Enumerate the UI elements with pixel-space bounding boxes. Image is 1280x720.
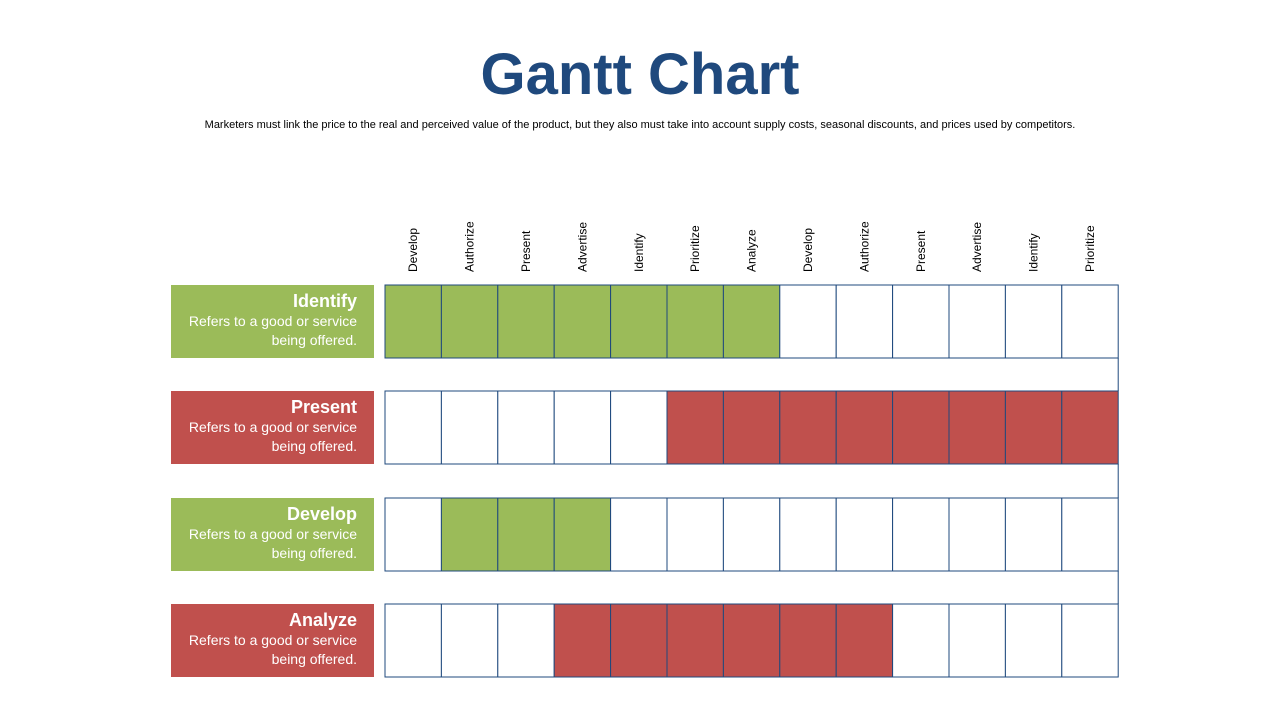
- gantt-bar-cell: [553, 497, 612, 572]
- column-header-label: Prioritize: [1083, 225, 1097, 272]
- gantt-bar-cell: [384, 284, 442, 359]
- gantt-bar-cell: [722, 603, 781, 678]
- page-title: Gantt Chart: [480, 42, 800, 107]
- gantt-empty-cell: [892, 497, 950, 572]
- gantt-empty-cell: [497, 390, 555, 465]
- gantt-bar-cell: [779, 390, 837, 465]
- gantt-empty-cell: [440, 603, 499, 678]
- gantt-bar-cell: [497, 284, 555, 359]
- column-header-label: Advertise: [970, 222, 984, 272]
- gantt-empty-cell: [948, 497, 1006, 572]
- gantt-bar-cell: [497, 497, 555, 572]
- gantt-empty-cell: [1061, 603, 1119, 678]
- gantt-empty-cell: [835, 497, 894, 572]
- gantt-empty-cell: [892, 603, 950, 678]
- task-description: Refers to a good or service being offere…: [188, 632, 357, 667]
- gantt-bar-cell: [779, 603, 837, 678]
- gantt-bar-cell: [892, 390, 950, 465]
- task-name: Develop: [286, 504, 357, 524]
- page-subtitle: Marketers must link the price to the rea…: [204, 119, 1076, 131]
- gantt-empty-cell: [610, 497, 668, 572]
- gantt-empty-cell: [948, 603, 1006, 678]
- gantt-empty-cell: [779, 284, 837, 359]
- gantt-bar-cell: [835, 603, 894, 678]
- gantt-empty-cell: [440, 390, 499, 465]
- gantt-empty-cell: [1004, 603, 1063, 678]
- column-header-label: Authorize: [857, 221, 871, 272]
- gantt-bar-cell: [666, 284, 724, 359]
- gantt-empty-cell: [666, 497, 724, 572]
- gantt-empty-cell: [384, 390, 442, 465]
- column-header-label: Present: [519, 230, 533, 272]
- gantt-bar-cell: [1004, 390, 1063, 465]
- gantt-bar-cell: [722, 284, 781, 359]
- gantt-bar-cell: [610, 284, 668, 359]
- gantt-empty-cell: [384, 603, 442, 678]
- column-header-label: Present: [914, 230, 928, 272]
- task-description: Refers to a good or service being offere…: [188, 419, 357, 454]
- gantt-empty-cell: [779, 497, 837, 572]
- task-name: Analyze: [288, 610, 357, 630]
- gantt-bar-cell: [440, 497, 499, 572]
- column-header-label: Authorize: [463, 221, 477, 272]
- task-label-2: Develop Refers to a good or service bein…: [171, 498, 374, 571]
- column-header-label: Develop: [406, 228, 420, 272]
- column-header-label: Analyze: [745, 229, 759, 272]
- gantt-empty-cell: [1004, 497, 1063, 572]
- gantt-empty-cell: [610, 390, 668, 465]
- gantt-bar-cell: [835, 390, 894, 465]
- gantt-empty-cell: [1061, 284, 1119, 359]
- gantt-empty-cell: [835, 284, 894, 359]
- gantt-bar-cell: [666, 390, 724, 465]
- column-header-label: Develop: [801, 228, 815, 272]
- gantt-bar-cell: [553, 284, 612, 359]
- column-header-label: Identify: [1027, 233, 1041, 272]
- column-header-label: Advertise: [575, 222, 589, 272]
- task-label-3: Analyze Refers to a good or service bein…: [171, 604, 374, 677]
- gantt-bar-cell: [666, 603, 724, 678]
- task-label-0: Identify Refers to a good or service bei…: [171, 285, 374, 358]
- gantt-bar-cell: [440, 284, 499, 359]
- gantt-empty-cell: [892, 284, 950, 359]
- gantt-empty-cell: [384, 497, 442, 572]
- gantt-bar-cell: [722, 390, 781, 465]
- column-header-label: Identify: [632, 233, 646, 272]
- gantt-empty-cell: [553, 390, 612, 465]
- gantt-bar-cell: [553, 603, 612, 678]
- gantt-empty-cell: [722, 497, 781, 572]
- gantt-empty-cell: [948, 284, 1006, 359]
- gantt-empty-cell: [1061, 497, 1119, 572]
- gantt-empty-cell: [1004, 284, 1063, 359]
- gantt-bar-cell: [610, 603, 668, 678]
- task-label-1: Present Refers to a good or service bein…: [171, 391, 374, 464]
- task-name: Identify: [292, 291, 357, 311]
- gantt-bar-cell: [948, 390, 1006, 465]
- gantt-bar-cell: [1061, 390, 1119, 465]
- task-description: Refers to a good or service being offere…: [188, 313, 357, 348]
- task-description: Refers to a good or service being offere…: [188, 526, 357, 561]
- gantt-empty-cell: [497, 603, 555, 678]
- column-header-label: Prioritize: [688, 225, 702, 272]
- task-name: Present: [290, 397, 357, 417]
